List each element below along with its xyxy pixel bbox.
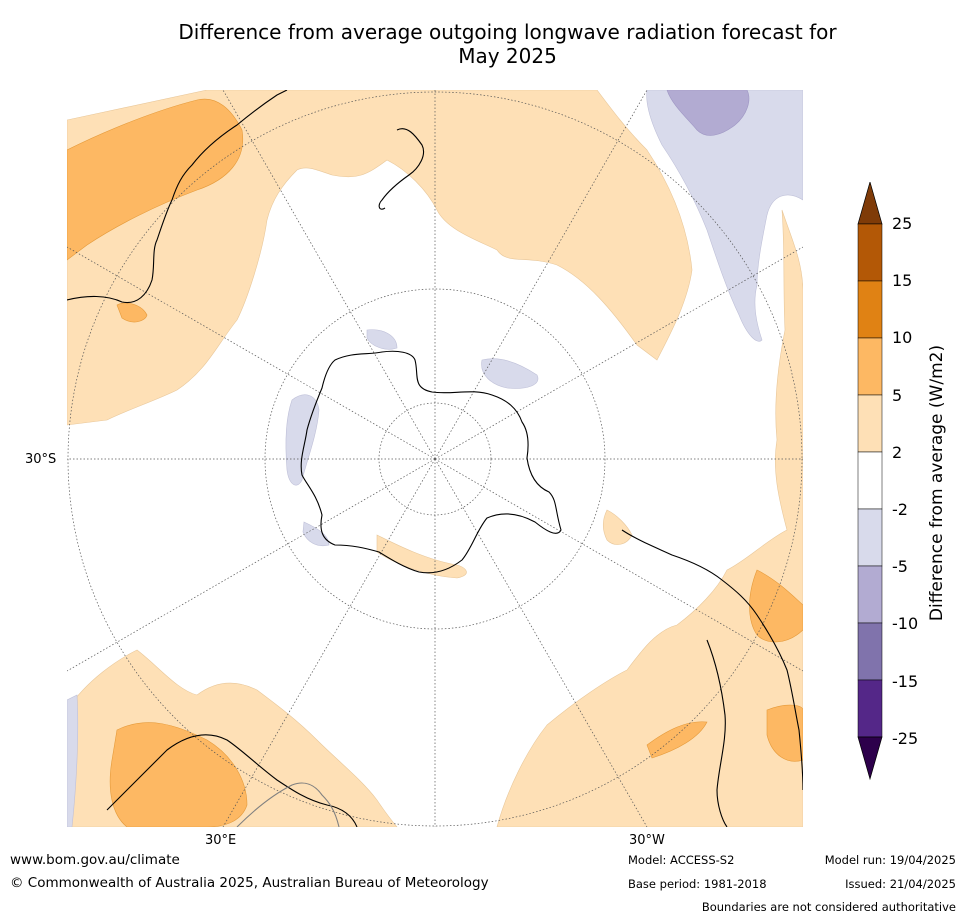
footer-disclaimer: Boundaries are not considered authoritat…: [701, 900, 956, 914]
footer-model-run: Model run: 19/04/2025: [824, 853, 956, 867]
anomaly-neg-5-to-neg-10-fill: [666, 90, 750, 136]
lon-label-30w: 30°W: [629, 833, 665, 848]
colorbar-under-triangle: [857, 736, 883, 781]
colorbar-over-triangle: [857, 182, 883, 225]
title-line-2: May 2025: [458, 44, 557, 68]
coastlines: [67, 90, 803, 827]
map-panel: [67, 90, 803, 827]
anomaly-5-to-10-fill: [67, 98, 803, 827]
antarctica-coastline: [300, 350, 562, 574]
colorbar-segment-5-10: [857, 337, 883, 396]
colorbar-tick-neg15: -15: [892, 672, 919, 691]
colorbar-tick-10: 10: [892, 328, 913, 347]
colorbar-segment-neg15-neg10: [857, 622, 883, 681]
footer-website: www.bom.gov.au/climate: [10, 852, 180, 868]
colorbar-tick-5: 5: [892, 386, 903, 405]
colorbar-tick-2: 2: [892, 443, 903, 462]
south-america-coastline-2: [706, 639, 728, 827]
colorbar-tick-neg25: -25: [892, 729, 919, 748]
colorbar-segment-neg25-neg15: [857, 679, 883, 738]
colorbar-segment-2-5: [857, 394, 883, 453]
footer-copyright: © Commonwealth of Australia 2025, Austra…: [10, 875, 489, 891]
africa-coastline: [67, 90, 288, 304]
colorbar-tick-neg5: -5: [892, 557, 908, 576]
colorbar-segment-neg10-neg5: [857, 565, 883, 624]
map-title: Difference from average outgoing longwav…: [100, 20, 915, 68]
lat-label-30s: 30°S: [25, 452, 57, 467]
colorbar-tick-neg10: -10: [892, 614, 919, 633]
colorbar-label: Difference from average (W/m2): [927, 344, 947, 622]
polar-map: [67, 90, 803, 827]
title-line-1: Difference from average outgoing longwav…: [178, 20, 837, 44]
australia-coastline: [106, 734, 358, 827]
footer-model: Model: ACCESS-S2: [628, 853, 735, 867]
colorbar-tick-neg2: -2: [892, 500, 908, 519]
lon-label-30e: 30°E: [205, 833, 237, 848]
colorbar-tick-25: 25: [892, 214, 913, 233]
footer-base-period: Base period: 1981-2018: [628, 877, 767, 891]
new-zealand-coastline: [378, 128, 425, 210]
colorbar-tick-15: 15: [892, 271, 913, 290]
south-america-coastline: [621, 529, 803, 791]
colorbar-segment-neg5-neg2: [857, 508, 883, 567]
footer-issued: Issued: 21/04/2025: [845, 877, 956, 891]
colorbar: [857, 182, 883, 781]
colorbar-segment-10-15: [857, 280, 883, 339]
colorbar-segment-neg2-2: [857, 451, 883, 510]
australia-coastline-2: [236, 782, 340, 827]
colorbar-segment-15-25: [857, 223, 883, 282]
